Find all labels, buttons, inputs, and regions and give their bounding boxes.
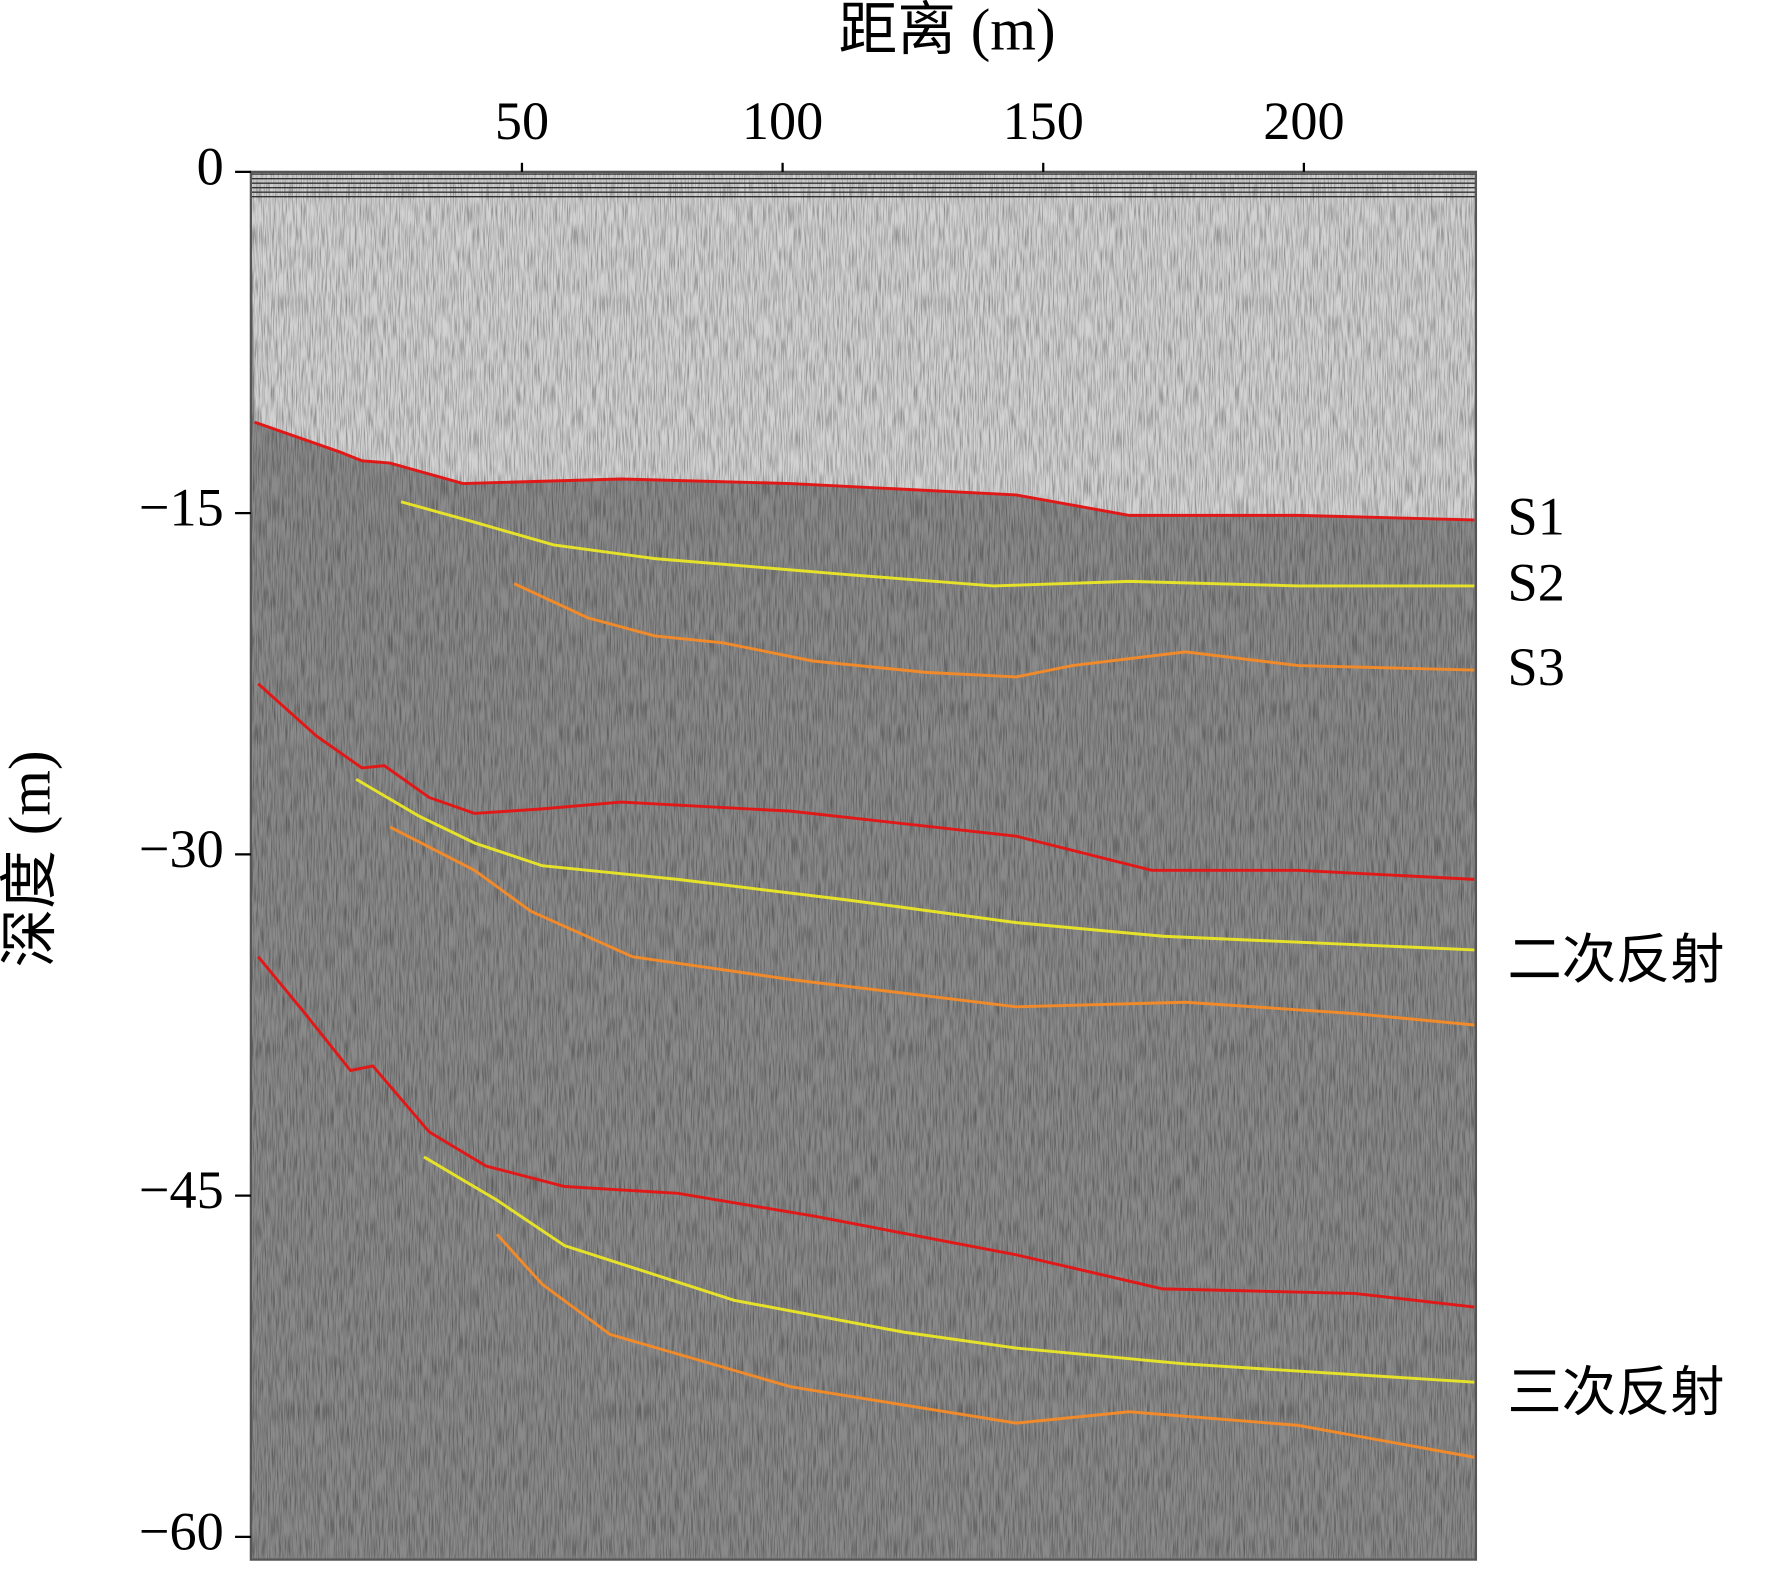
x-tick-label: 200 xyxy=(1263,91,1344,151)
x-tick-label: 150 xyxy=(1003,91,1084,151)
annotation: 二次反射 xyxy=(1508,930,1725,990)
x-axis-title: 距离 (m) xyxy=(839,0,1056,63)
y-tick-label: −30 xyxy=(139,819,224,879)
noise-texture xyxy=(250,171,1476,1560)
horizon-line xyxy=(495,1233,1475,1459)
horizon-line xyxy=(389,825,1475,1027)
x-tick-label: 100 xyxy=(742,91,823,151)
horizon-line xyxy=(513,582,1475,679)
annotation: 三次反射 xyxy=(1508,1362,1725,1422)
horizon-line xyxy=(254,420,1475,522)
horizon-line xyxy=(257,682,1475,881)
horizon-line xyxy=(400,500,1475,588)
series-label: S1 xyxy=(1508,487,1565,547)
series-label: S2 xyxy=(1508,553,1565,613)
y-tick-label: 0 xyxy=(197,136,224,196)
horizon-line xyxy=(355,778,1475,952)
y-tick-label: −60 xyxy=(139,1501,224,1561)
y-tick-label: −15 xyxy=(139,478,224,538)
horizon-line xyxy=(257,955,1475,1309)
plot-frame xyxy=(249,170,1478,1561)
x-tick-label: 50 xyxy=(495,91,549,151)
horizon-line xyxy=(423,1155,1475,1384)
y-axis-title: 深度 (m) xyxy=(0,750,63,967)
series-label: S3 xyxy=(1508,637,1565,697)
y-tick-label: −45 xyxy=(139,1160,224,1220)
